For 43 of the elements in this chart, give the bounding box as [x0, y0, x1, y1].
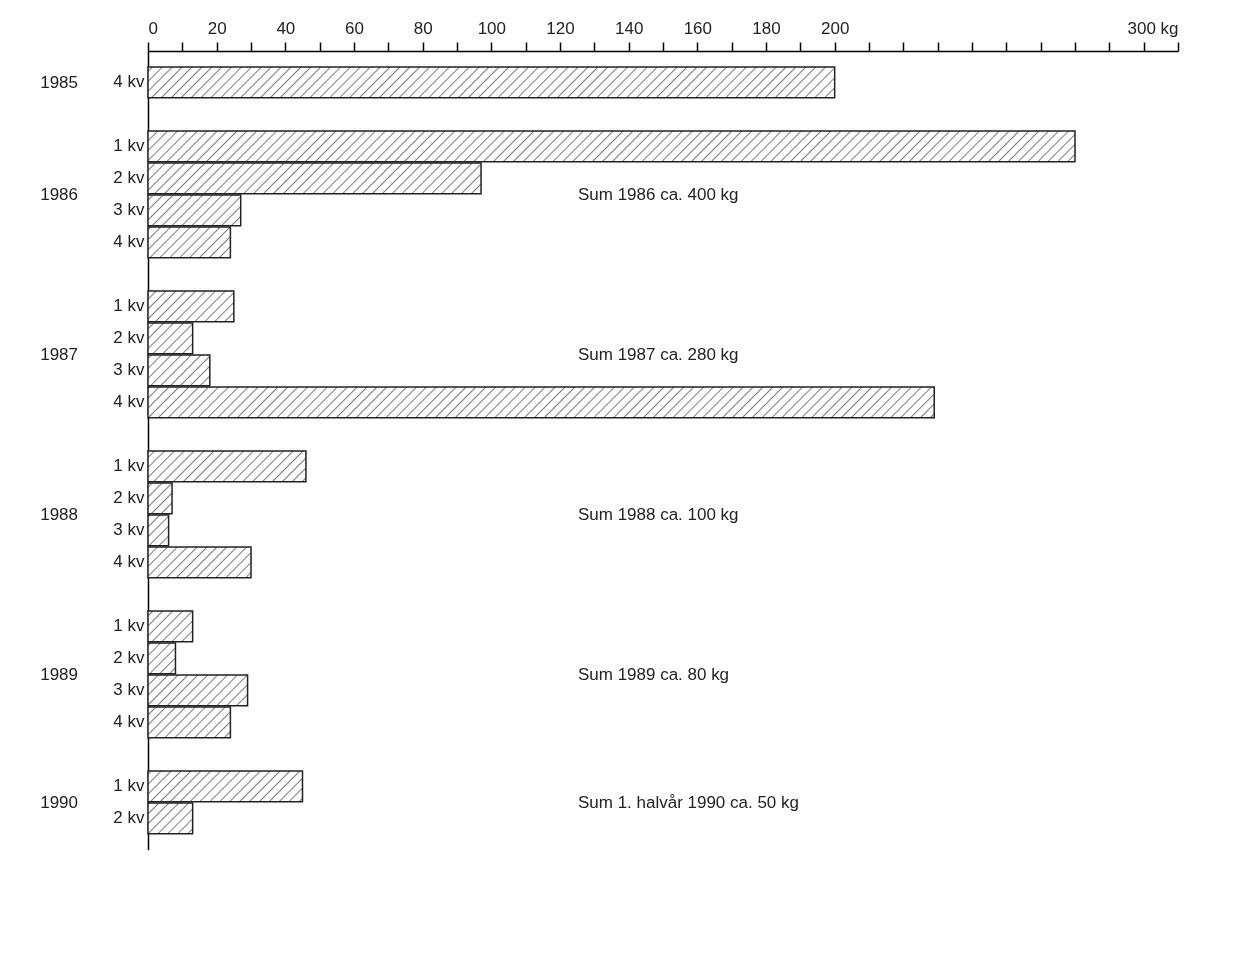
y-tick-label: 3 kv: [113, 360, 145, 380]
text: 1985: [40, 73, 78, 92]
text: 1986: [40, 185, 78, 204]
annotation: Sum 1. halvår 1990 ca. 50 kg: [578, 793, 799, 812]
y-tick-label: 1 kv: [113, 776, 145, 796]
y-tick-label: 4 kv: [113, 552, 145, 572]
y-tick-label: 1 kv: [113, 456, 145, 476]
annotation: Sum 1987 ca. 280 kg: [578, 345, 739, 364]
y-tick-label: 4 kv: [113, 72, 145, 92]
y-tick-label: 2 kv: [113, 328, 145, 348]
x-tick-label: 160: [683, 19, 713, 39]
y-tick-label: 3 kv: [113, 680, 145, 700]
text: 1987: [40, 345, 78, 364]
x-tick-label: 200: [820, 19, 850, 39]
y-tick-label: 3 kv: [113, 200, 145, 220]
annotation: Sum 1986 ca. 400 kg: [578, 185, 739, 204]
annotation: Sum 1989 ca. 80 kg: [578, 665, 730, 684]
x-tick-label: 120: [546, 19, 575, 39]
x-tick-label: 140: [614, 19, 644, 39]
x-tick-label: 300 kg: [1127, 19, 1179, 39]
x-tick-label: 80: [413, 19, 433, 39]
y-tick-label: 2 kv: [113, 488, 145, 508]
x-tick-label: 40: [276, 19, 296, 39]
y-tick-label: 4 kv: [113, 712, 145, 732]
text: 1989: [40, 665, 78, 684]
x-tick-label: 180: [752, 19, 781, 39]
bar: [147, 66, 836, 99]
text: 1990: [40, 793, 78, 812]
y-tick-label: 3 kv: [113, 520, 145, 540]
y-tick-label: 2 kv: [113, 648, 145, 668]
y-tick-label: 1 kv: [113, 296, 145, 316]
y-tick-label: 4 kv: [113, 232, 145, 252]
y-tick-label: 4 kv: [113, 392, 145, 412]
y-tick-label: 2 kv: [113, 168, 145, 188]
y-tick-label: 1 kv: [113, 616, 145, 636]
text: 1988: [40, 505, 78, 524]
annotation: Sum 1988 ca. 100 kg: [578, 505, 739, 524]
x-tick-label: 20: [207, 19, 227, 39]
x-tick-label: 100: [477, 19, 507, 39]
x-tick-label: 0: [148, 19, 158, 39]
y-tick-label: 2 kv: [113, 808, 145, 828]
x-tick-label: 60: [345, 19, 364, 39]
y-tick-label: 1 kv: [113, 136, 145, 156]
